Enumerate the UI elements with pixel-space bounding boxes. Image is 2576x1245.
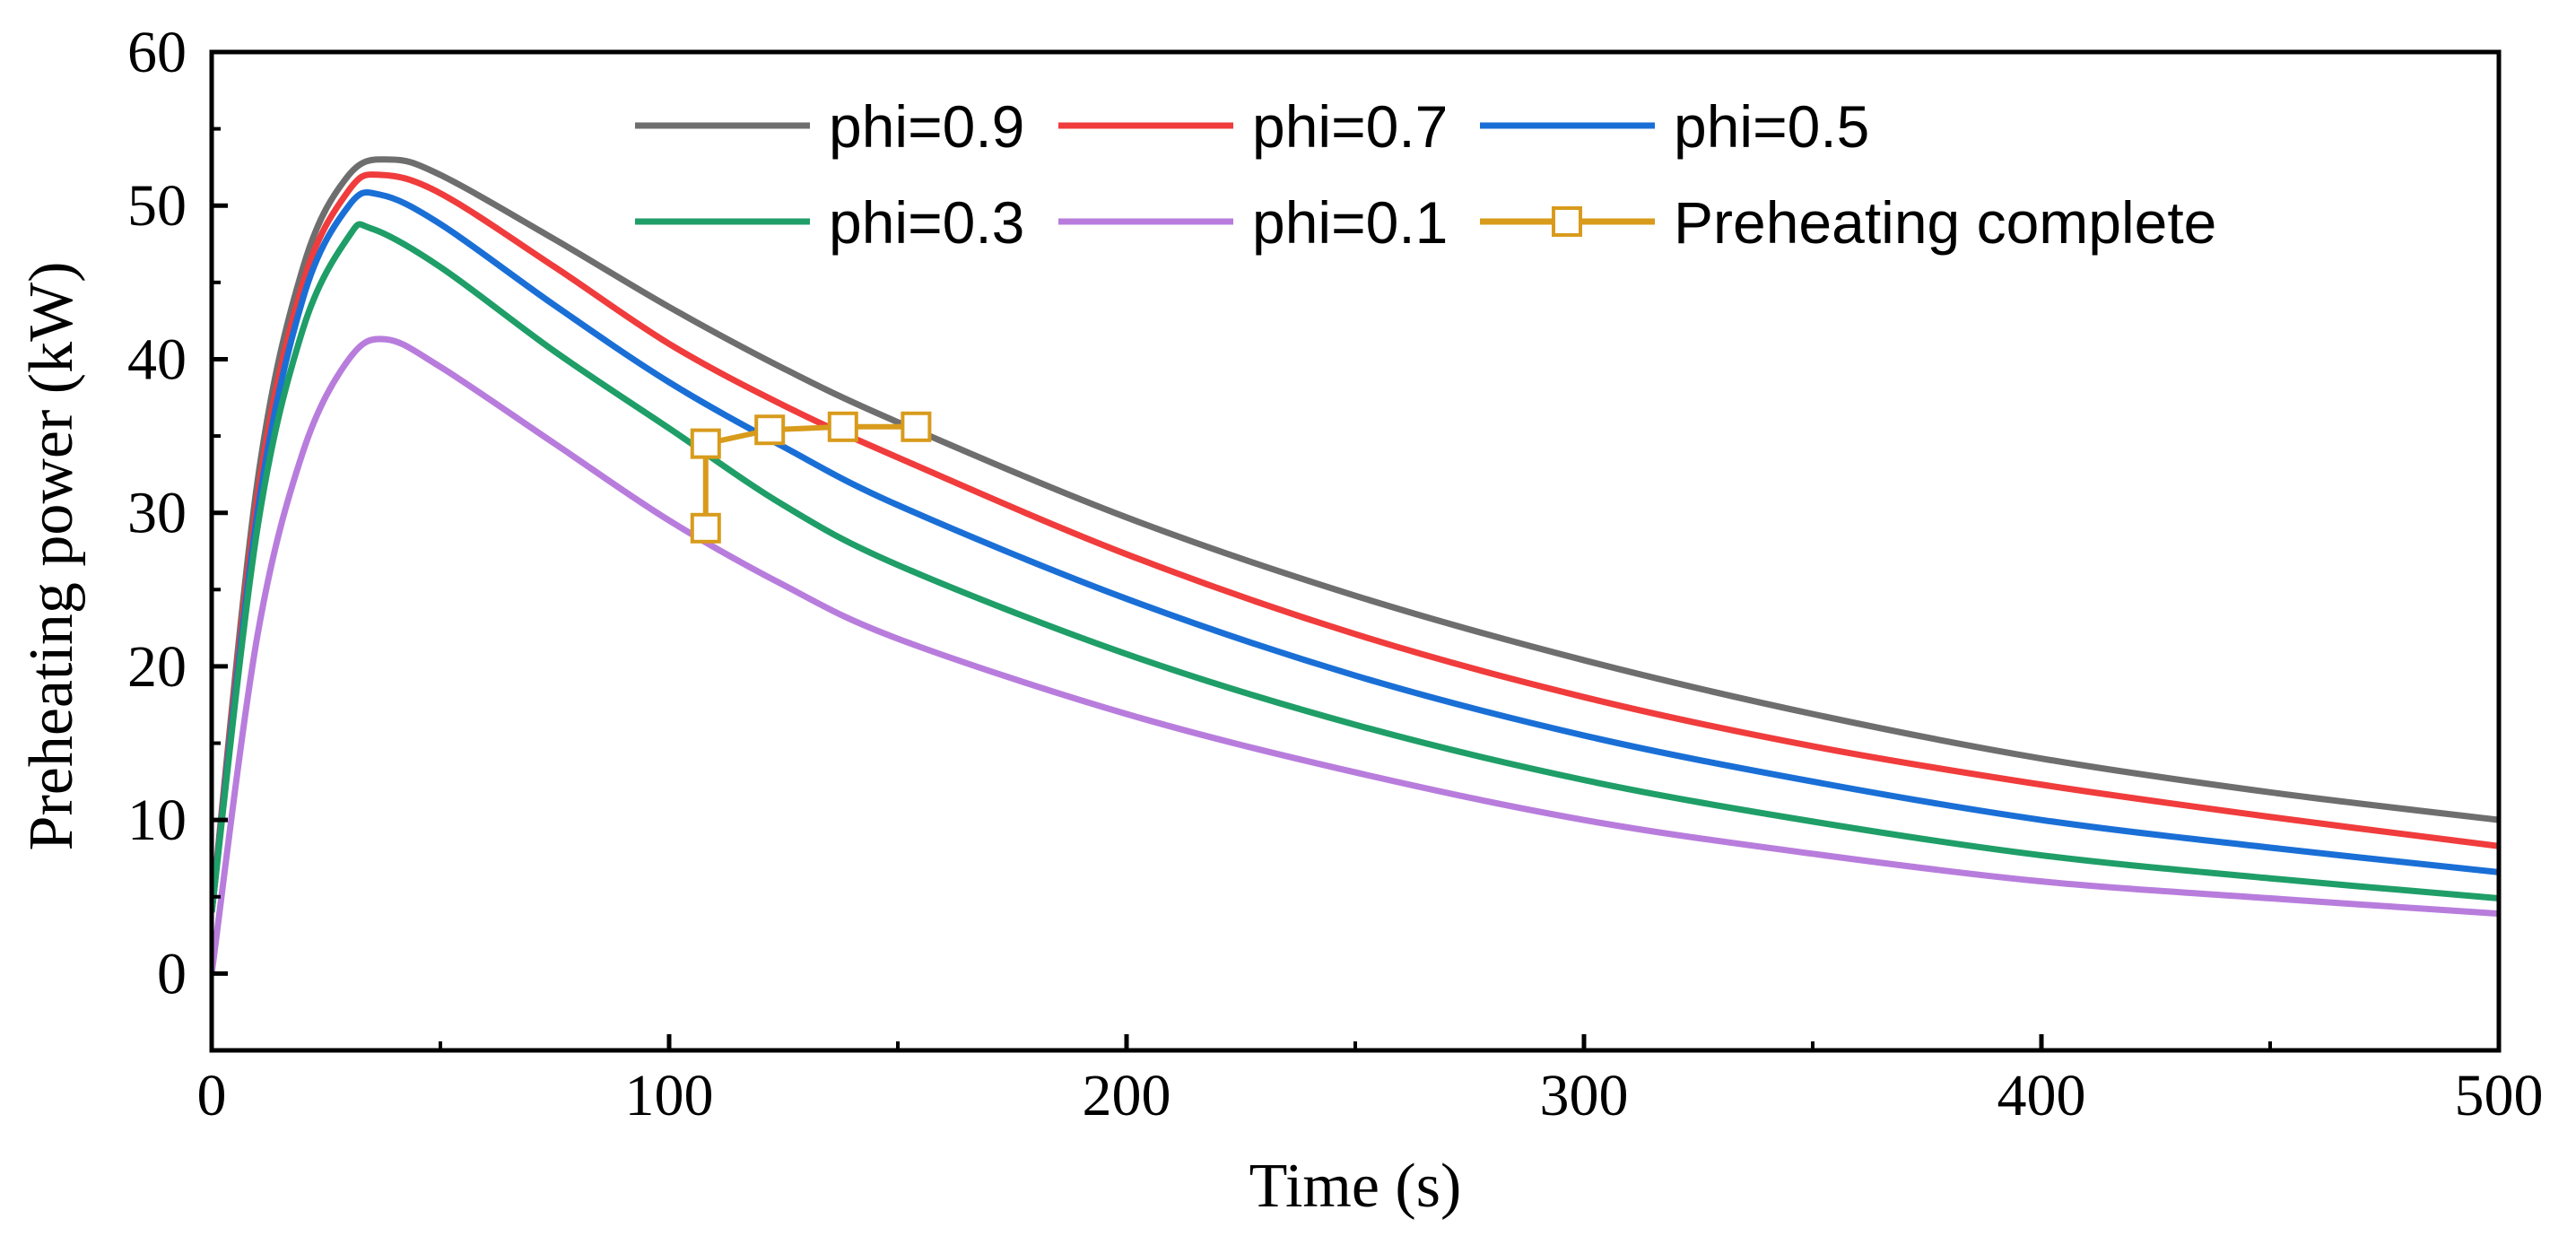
marker-layer [690, 411, 932, 544]
legend-label: phi=0.7 [1252, 93, 1448, 160]
legend-label: phi=0.1 [1252, 189, 1448, 256]
legend-marker [1552, 206, 1582, 237]
legend-label: Preheating complete [1674, 189, 2216, 256]
y-tick-label: 50 [127, 173, 187, 239]
series-line-0 [212, 156, 2499, 913]
legend-label: phi=0.3 [829, 189, 1024, 256]
preheating-complete-marker [754, 414, 786, 446]
preheating-complete-marker [827, 411, 858, 442]
x-tick-label: 100 [625, 1063, 714, 1128]
legend: phi=0.9 phi=0.7 phi=0.5 phi=0.3 phi=0.1 Prehe… [635, 93, 2216, 256]
series-line-4 [212, 335, 2499, 974]
y-tick-label: 0 [157, 941, 187, 1006]
x-axis-ticks: 0 100 200 300 400 500 [197, 1034, 2544, 1128]
x-tick-label: 0 [197, 1063, 227, 1128]
y-tick-label: 20 [127, 634, 187, 700]
y-tick-label: 10 [127, 788, 187, 853]
legend-label: phi=0.5 [1674, 93, 1869, 160]
y-tick-label: 60 [127, 20, 187, 85]
x-tick-label: 200 [1083, 1063, 1171, 1128]
y-tick-label: 30 [127, 481, 187, 546]
preheating-complete-marker [690, 428, 721, 459]
series-line-2 [212, 189, 2499, 913]
y-axis-title: Preheating power (kW) [17, 262, 86, 851]
series-line-3 [212, 221, 2499, 913]
preheating-complete-marker [901, 411, 932, 442]
legend-label: phi=0.9 [829, 93, 1024, 160]
x-axis-title: Time (s) [1249, 1152, 1462, 1221]
y-axis-ticks: 0 10 20 30 40 50 60 [127, 20, 228, 1052]
series-layer [212, 156, 2499, 974]
preheating-complete-marker [690, 512, 721, 544]
x-tick-label: 400 [1997, 1063, 2086, 1128]
series-line-1 [212, 171, 2499, 913]
y-tick-label: 40 [127, 326, 187, 392]
x-tick-label: 500 [2455, 1063, 2544, 1128]
x-tick-label: 300 [1540, 1063, 1629, 1128]
